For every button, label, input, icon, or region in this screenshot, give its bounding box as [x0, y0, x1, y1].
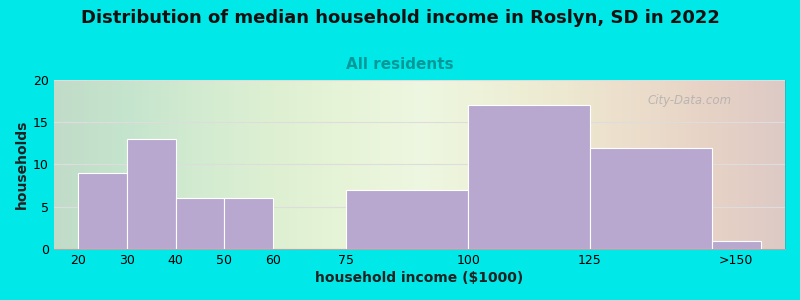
Text: Distribution of median household income in Roslyn, SD in 2022: Distribution of median household income … [81, 9, 719, 27]
Bar [590, 148, 712, 249]
Y-axis label: households: households [15, 120, 29, 209]
Bar [346, 190, 468, 249]
Text: City-Data.com: City-Data.com [648, 94, 732, 107]
Bar [712, 241, 761, 249]
Bar [176, 198, 225, 249]
X-axis label: household income ($1000): household income ($1000) [315, 271, 523, 285]
Bar [127, 139, 176, 249]
Bar [78, 173, 127, 249]
Bar [225, 198, 274, 249]
Text: All residents: All residents [346, 57, 454, 72]
Bar [468, 105, 590, 249]
